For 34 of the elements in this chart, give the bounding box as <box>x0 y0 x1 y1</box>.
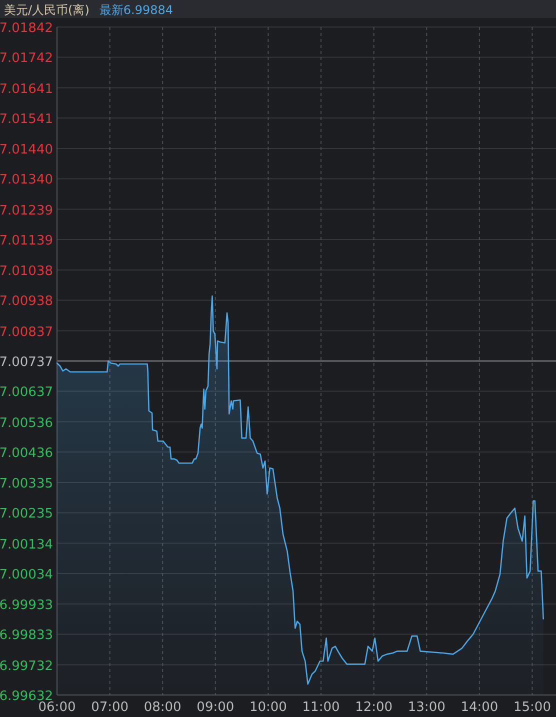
y-tick-label: 7.01842 <box>0 21 53 36</box>
x-tick-label: 07:00 <box>91 700 129 715</box>
y-tick-label: 7.00837 <box>0 324 53 340</box>
chart-subtitle: 最新6.99884 <box>99 3 174 17</box>
y-tick-label: 7.01038 <box>0 264 53 280</box>
x-tick-label: 14:00 <box>460 700 498 715</box>
y-tick-label: 6.99933 <box>0 598 53 614</box>
y-tick-label: 7.00737 <box>0 355 53 370</box>
y-tick-label: 7.00436 <box>0 446 53 461</box>
y-tick-label: 6.99732 <box>0 658 53 674</box>
x-tick-label: 10:00 <box>249 700 287 715</box>
x-tick-label: 12:00 <box>355 700 393 715</box>
chart-title: 美元/人民币(离) <box>4 3 90 17</box>
y-tick-label: 7.00134 <box>0 537 53 552</box>
x-tick-label: 15:00 <box>514 700 551 715</box>
x-tick-label: 06:00 <box>38 700 76 715</box>
x-tick-label: 08:00 <box>144 700 182 715</box>
y-tick-label: 7.01440 <box>0 142 53 158</box>
x-tick-label: 09:00 <box>196 700 234 715</box>
y-tick-label: 7.01742 <box>0 51 53 66</box>
y-tick-label: 7.00034 <box>0 567 53 582</box>
y-tick-label: 6.99833 <box>0 628 53 644</box>
y-tick-label: 7.00637 <box>0 385 53 400</box>
y-tick-label: 7.01139 <box>0 233 53 248</box>
x-tick-label: 13:00 <box>408 700 446 715</box>
y-tick-label: 7.00235 <box>0 506 53 522</box>
y-tick-label: 7.00536 <box>0 416 53 431</box>
y-tick-label: 7.01641 <box>0 82 53 97</box>
y-tick-label: 7.00938 <box>0 294 53 310</box>
y-tick-label: 7.00335 <box>0 476 53 492</box>
y-tick-label: 7.01541 <box>0 112 53 127</box>
y-tick-label: 7.01340 <box>0 172 53 188</box>
y-tick-label: 7.01239 <box>0 203 53 218</box>
x-tick-label: 11:00 <box>302 700 340 715</box>
